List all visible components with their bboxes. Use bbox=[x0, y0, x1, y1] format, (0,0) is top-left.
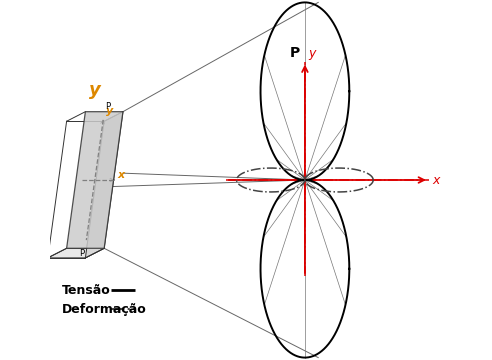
Text: y: y bbox=[106, 106, 113, 116]
Text: Deformação: Deformação bbox=[62, 303, 146, 316]
Text: y: y bbox=[89, 81, 101, 99]
Text: P: P bbox=[79, 249, 84, 258]
Text: P: P bbox=[106, 102, 111, 111]
Text: x: x bbox=[117, 170, 124, 180]
Polygon shape bbox=[48, 248, 104, 258]
Polygon shape bbox=[86, 112, 123, 258]
Text: x: x bbox=[432, 174, 440, 186]
Text: Tensão: Tensão bbox=[62, 284, 110, 297]
Text: P: P bbox=[289, 46, 300, 60]
Text: y: y bbox=[308, 47, 316, 60]
Polygon shape bbox=[66, 112, 123, 248]
